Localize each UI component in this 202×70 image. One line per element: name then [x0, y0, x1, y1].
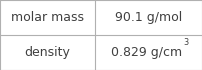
- Text: density: density: [24, 46, 70, 59]
- Text: molar mass: molar mass: [11, 11, 84, 24]
- Text: 0.829 g/cm: 0.829 g/cm: [111, 46, 182, 59]
- Text: 3: 3: [183, 38, 188, 47]
- Text: 90.1 g/mol: 90.1 g/mol: [115, 11, 182, 24]
